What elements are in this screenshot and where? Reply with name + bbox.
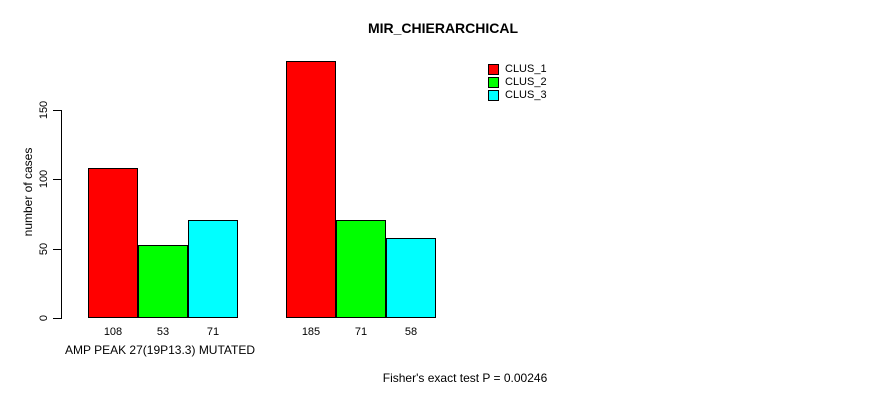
- x-axis-group-label: AMP PEAK 27(19P13.3) MUTATED: [64, 343, 256, 357]
- y-tick-label: 150: [38, 100, 50, 120]
- legend-item: CLUS_3: [488, 90, 547, 101]
- bar-value-label: 58: [404, 326, 418, 338]
- legend-item: CLUS_2: [488, 77, 547, 88]
- bar: [88, 168, 138, 318]
- y-tick-label: 0: [38, 314, 50, 322]
- bar: [138, 245, 188, 318]
- legend-swatch: [488, 77, 499, 88]
- legend-label: CLUS_1: [505, 63, 547, 75]
- legend: CLUS_1 CLUS_2 CLUS_3: [488, 64, 547, 101]
- legend-label: CLUS_3: [505, 89, 547, 101]
- bar-value-label: 53: [156, 326, 170, 338]
- bar-value-label: 108: [103, 326, 123, 338]
- legend-item: CLUS_1: [488, 64, 547, 75]
- legend-swatch: [488, 90, 499, 101]
- bar: [188, 220, 238, 318]
- y-axis-line: [61, 110, 62, 319]
- legend-label: CLUS_2: [505, 76, 547, 88]
- bar: [386, 238, 436, 318]
- y-tick-label: 50: [38, 242, 50, 256]
- legend-swatch: [488, 64, 499, 75]
- bar-value-label: 71: [206, 326, 220, 338]
- y-tick: [53, 249, 61, 250]
- y-tick: [53, 179, 61, 180]
- bar-value-label: 185: [301, 326, 321, 338]
- chart-title: MIR_CHIERARCHICAL: [367, 20, 519, 36]
- y-tick: [53, 110, 61, 111]
- y-tick-label: 100: [38, 169, 50, 189]
- bar-value-label: 71: [354, 326, 368, 338]
- bar: [336, 220, 386, 318]
- y-axis-title: number of cases: [21, 147, 35, 237]
- bar: [286, 61, 336, 318]
- fisher-test-annotation: Fisher's exact test P = 0.00246: [382, 371, 548, 385]
- y-tick: [53, 318, 61, 319]
